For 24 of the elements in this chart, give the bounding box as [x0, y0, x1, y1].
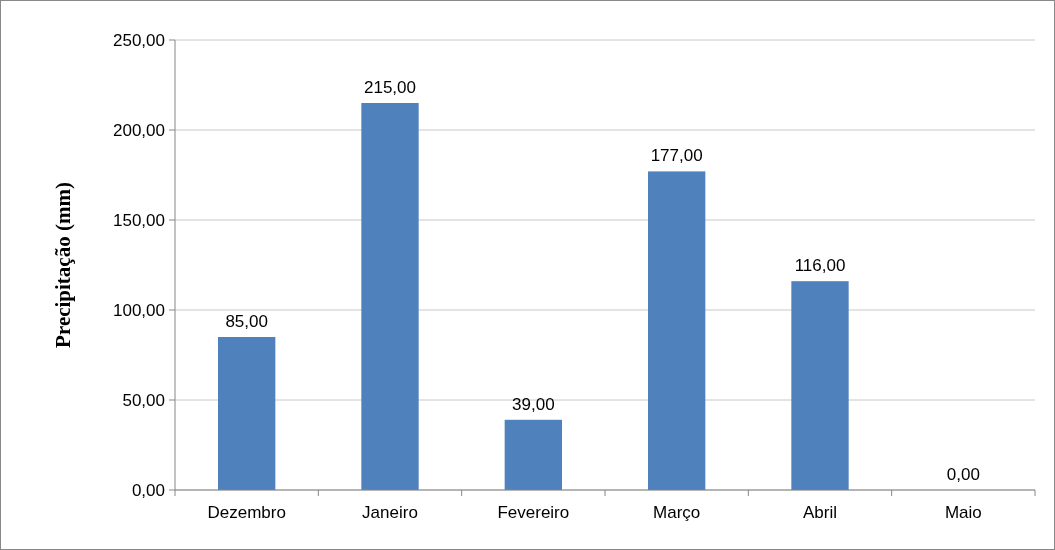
- bar: [648, 171, 706, 490]
- y-tick-label: 250,00: [113, 30, 165, 50]
- x-tick-label: Abril: [802, 503, 838, 522]
- y-tick-label: 200,00: [113, 120, 165, 140]
- y-axis-title: Precipitação (mm): [51, 182, 75, 348]
- x-tick-label: Dezembro: [207, 503, 286, 522]
- y-tick-label: 50,00: [122, 390, 165, 410]
- x-tick-label: Janeiro: [362, 503, 418, 522]
- x-tick-label: Maio: [944, 503, 982, 522]
- bar: [218, 337, 276, 490]
- data-label: 0,00: [946, 465, 980, 484]
- data-label: 39,00: [512, 394, 555, 414]
- y-tick-label: 0,00: [131, 480, 165, 500]
- bar: [361, 103, 419, 490]
- bar: [791, 281, 849, 490]
- data-label: 177,00: [650, 146, 703, 166]
- data-label: 116,00: [794, 256, 846, 276]
- data-label: 215,00: [364, 78, 416, 97]
- x-tick-label: Fevereiro: [497, 503, 570, 522]
- y-tick-label: 150,00: [113, 210, 165, 230]
- y-tick-label: 100,00: [113, 300, 165, 320]
- x-tick-label: Março: [653, 503, 701, 522]
- data-label: 85,00: [225, 312, 268, 331]
- bar: [504, 419, 562, 490]
